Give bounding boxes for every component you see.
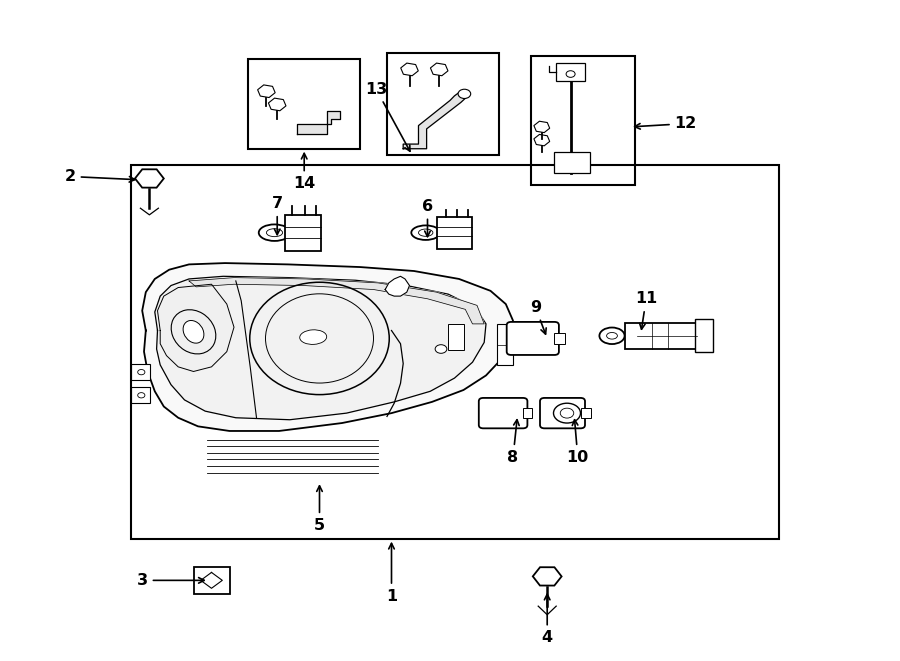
Polygon shape	[158, 284, 234, 371]
Polygon shape	[142, 263, 513, 431]
Ellipse shape	[566, 71, 575, 77]
Text: 7: 7	[272, 196, 283, 235]
Text: 8: 8	[508, 420, 519, 465]
Ellipse shape	[599, 327, 625, 344]
Bar	[497, 324, 513, 365]
Ellipse shape	[418, 229, 433, 236]
Bar	[523, 408, 532, 418]
Ellipse shape	[436, 345, 447, 353]
Ellipse shape	[259, 224, 290, 241]
Bar	[554, 333, 565, 344]
Bar	[130, 364, 150, 380]
Bar	[194, 567, 230, 594]
Text: 13: 13	[365, 82, 410, 151]
Text: 3: 3	[137, 573, 204, 588]
Polygon shape	[155, 276, 486, 420]
Ellipse shape	[266, 229, 283, 237]
Polygon shape	[403, 91, 468, 149]
FancyBboxPatch shape	[479, 398, 527, 428]
Ellipse shape	[411, 225, 440, 240]
Polygon shape	[189, 278, 484, 324]
Bar	[285, 215, 321, 251]
Bar	[580, 408, 591, 418]
Text: 1: 1	[386, 543, 397, 603]
Text: 4: 4	[542, 594, 553, 645]
Ellipse shape	[183, 321, 204, 343]
Ellipse shape	[560, 408, 574, 418]
Ellipse shape	[138, 393, 145, 398]
Text: 11: 11	[635, 292, 657, 329]
Bar	[448, 324, 464, 350]
Text: 2: 2	[65, 169, 135, 184]
Ellipse shape	[607, 332, 617, 339]
Bar	[437, 217, 472, 249]
Text: 14: 14	[293, 153, 315, 191]
Text: 6: 6	[422, 199, 433, 237]
FancyBboxPatch shape	[507, 322, 559, 355]
Bar	[130, 387, 150, 403]
Text: 10: 10	[567, 420, 589, 465]
Text: 12: 12	[634, 116, 697, 131]
Bar	[248, 59, 360, 149]
Ellipse shape	[300, 330, 327, 344]
Bar	[625, 323, 697, 349]
Polygon shape	[385, 276, 410, 296]
Bar	[554, 152, 590, 173]
FancyBboxPatch shape	[540, 398, 585, 428]
Ellipse shape	[458, 89, 471, 98]
Bar	[556, 63, 585, 81]
Bar	[695, 319, 713, 352]
Text: 5: 5	[314, 486, 325, 533]
Polygon shape	[297, 111, 340, 134]
Bar	[130, 165, 778, 539]
Ellipse shape	[138, 369, 145, 375]
Text: 9: 9	[530, 300, 546, 334]
Bar	[387, 53, 500, 155]
Bar	[531, 56, 634, 185]
